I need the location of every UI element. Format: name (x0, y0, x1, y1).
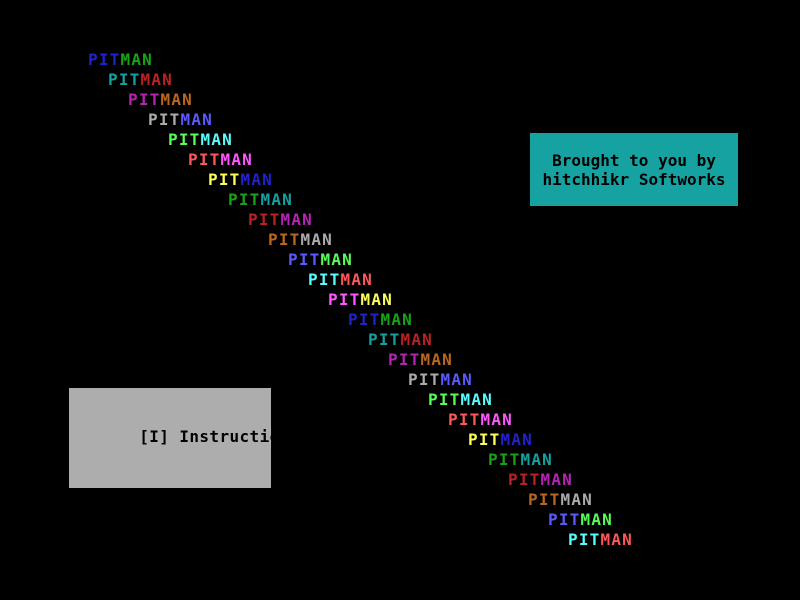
pitman-row: PITMAN (548, 512, 613, 528)
pitman-segment: MAN (420, 350, 453, 369)
pitman-segment: MAN (520, 450, 553, 469)
menu-label-play: Play (179, 487, 220, 506)
menu-label-starting-level: Starting level (179, 547, 320, 566)
pitman-segment: PIT (208, 170, 241, 189)
pitman-row: PITMAN (508, 472, 573, 488)
credit-box: Brought to you by hitchhikr Softworks (530, 133, 738, 206)
pitman-segment: MAN (160, 90, 193, 109)
pitman-segment: PIT (548, 510, 581, 529)
pitman-segment: PIT (488, 450, 521, 469)
pitman-row: PITMAN (288, 252, 353, 268)
pitman-row: PITMAN (208, 172, 273, 188)
pitman-segment: PIT (448, 410, 481, 429)
pitman-row: PITMAN (568, 532, 633, 548)
pitman-segment: PIT (188, 150, 221, 169)
pitman-segment: PIT (348, 310, 381, 329)
pitman-row: PITMAN (308, 272, 373, 288)
menu-key-starting-level: [S] (139, 547, 170, 566)
pitman-segment: PIT (168, 130, 201, 149)
pitman-segment: MAN (260, 190, 293, 209)
pitman-row: PITMAN (488, 452, 553, 468)
menu-key-play: [P] (139, 487, 170, 506)
pitman-segment: PIT (248, 210, 281, 229)
pitman-segment: MAN (200, 130, 233, 149)
pitman-segment: MAN (120, 50, 153, 69)
pitman-segment: MAN (460, 390, 493, 409)
pitman-segment: MAN (340, 270, 373, 289)
pitman-segment: MAN (440, 370, 473, 389)
pitman-row: PITMAN (228, 192, 293, 208)
pitman-segment: PIT (308, 270, 341, 289)
pitman-segment: MAN (500, 430, 533, 449)
credit-line-2: hitchhikr Softworks (542, 169, 726, 189)
pitman-row: PITMAN (428, 392, 493, 408)
pitman-segment: MAN (180, 110, 213, 129)
pitman-segment: MAN (600, 530, 633, 549)
pitman-row: PITMAN (88, 52, 153, 68)
pitman-segment: PIT (288, 250, 321, 269)
pitman-row: PITMAN (328, 292, 393, 308)
pitman-row: PITMAN (128, 92, 193, 108)
pitman-segment: PIT (468, 430, 501, 449)
pitman-segment: MAN (540, 470, 573, 489)
pitman-row: PITMAN (168, 132, 233, 148)
pitman-segment: MAN (140, 70, 173, 89)
pitman-segment: PIT (328, 290, 361, 309)
pitman-segment: MAN (400, 330, 433, 349)
pitman-segment: MAN (480, 410, 513, 429)
pitman-segment: MAN (580, 510, 613, 529)
pitman-segment: MAN (320, 250, 353, 269)
pitman-row: PITMAN (448, 412, 513, 428)
pitman-row: PITMAN (528, 492, 593, 508)
pitman-segment: PIT (228, 190, 261, 209)
pitman-row: PITMAN (108, 72, 173, 88)
menu-key-instructions: [I] (139, 427, 170, 446)
pitman-row: PITMAN (148, 112, 213, 128)
pitman-segment: MAN (240, 170, 273, 189)
pitman-row: PITMAN (468, 432, 533, 448)
pitman-row: PITMAN (188, 152, 253, 168)
pitman-segment: PIT (128, 90, 161, 109)
pitman-row: PITMAN (268, 232, 333, 248)
pitman-segment: MAN (280, 210, 313, 229)
menu-item-play[interactable]: [P] Play (79, 467, 271, 527)
pitman-segment: PIT (528, 490, 561, 509)
pitman-segment: PIT (268, 230, 301, 249)
pitman-segment: PIT (88, 50, 121, 69)
pitman-segment: PIT (368, 330, 401, 349)
pitman-segment: MAN (360, 290, 393, 309)
pitman-row: PITMAN (348, 312, 413, 328)
pitman-segment: PIT (508, 470, 541, 489)
pitman-row: PITMAN (388, 352, 453, 368)
pitman-segment: PIT (428, 390, 461, 409)
pitman-segment: PIT (108, 70, 141, 89)
menu-label-instructions: Instructions (179, 427, 300, 446)
pitman-segment: PIT (568, 530, 601, 549)
menu-item-instructions[interactable]: [I] Instructions (79, 407, 299, 467)
pitman-segment: PIT (388, 350, 421, 369)
menu-item-starting-level[interactable]: [S] Starting level (79, 527, 319, 587)
menu-box: [I] Instructions [P] Play [S] Starting leve… (69, 388, 319, 566)
pitman-row: PITMAN (408, 372, 473, 388)
pitman-segment: MAN (300, 230, 333, 249)
pitman-segment: PIT (148, 110, 181, 129)
credit-line-1: Brought to you by (552, 150, 716, 170)
pitman-segment: PIT (408, 370, 441, 389)
pitman-segment: MAN (380, 310, 413, 329)
pitman-segment: MAN (220, 150, 253, 169)
pitman-row: PITMAN (248, 212, 313, 228)
pitman-segment: MAN (560, 490, 593, 509)
pitman-row: PITMAN (368, 332, 433, 348)
